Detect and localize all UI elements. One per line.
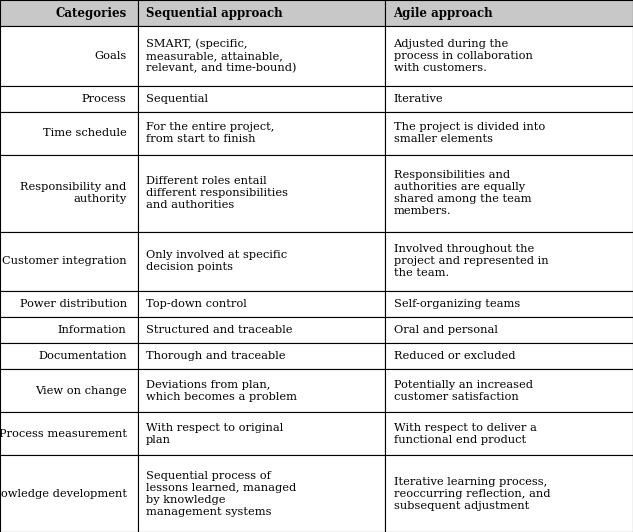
Bar bbox=[138, 412, 385, 455]
Bar bbox=[138, 292, 385, 318]
Text: Responsibilities and
authorities are equally
shared among the team
members.: Responsibilities and authorities are equ… bbox=[394, 170, 531, 216]
Text: Categories: Categories bbox=[56, 6, 127, 20]
Bar bbox=[0, 155, 138, 231]
Text: Self-organizing teams: Self-organizing teams bbox=[394, 300, 520, 309]
Bar bbox=[138, 26, 385, 86]
Bar bbox=[385, 0, 633, 26]
Bar bbox=[385, 292, 633, 318]
Bar bbox=[385, 231, 633, 292]
Text: Iterative: Iterative bbox=[394, 94, 443, 104]
Bar bbox=[385, 26, 633, 86]
Text: With respect to deliver a
functional end product: With respect to deliver a functional end… bbox=[394, 423, 536, 445]
Bar bbox=[0, 412, 138, 455]
Bar bbox=[0, 455, 138, 532]
Bar bbox=[385, 344, 633, 370]
Text: SMART, (specific,
measurable, attainable,
relevant, and time-bound): SMART, (specific, measurable, attainable… bbox=[146, 38, 296, 73]
Text: With respect to original
plan: With respect to original plan bbox=[146, 423, 284, 445]
Text: Responsibility and
authority: Responsibility and authority bbox=[20, 182, 127, 204]
Text: Goals: Goals bbox=[94, 51, 127, 61]
Text: Process: Process bbox=[82, 94, 127, 104]
Text: Customer integration: Customer integration bbox=[2, 256, 127, 267]
Text: Top-down control: Top-down control bbox=[146, 300, 247, 309]
Bar bbox=[138, 318, 385, 344]
Bar bbox=[138, 370, 385, 412]
Text: Process measurement: Process measurement bbox=[0, 429, 127, 439]
Bar bbox=[385, 412, 633, 455]
Bar bbox=[138, 231, 385, 292]
Bar bbox=[138, 86, 385, 112]
Bar bbox=[138, 344, 385, 370]
Bar bbox=[0, 292, 138, 318]
Bar bbox=[0, 112, 138, 155]
Text: The project is divided into
smaller elements: The project is divided into smaller elem… bbox=[394, 122, 545, 144]
Text: Sequential process of
lessons learned, managed
by knowledge
management systems: Sequential process of lessons learned, m… bbox=[146, 471, 296, 517]
Bar bbox=[385, 86, 633, 112]
Text: Thorough and traceable: Thorough and traceable bbox=[146, 352, 285, 361]
Text: Time schedule: Time schedule bbox=[43, 128, 127, 138]
Bar bbox=[138, 112, 385, 155]
Bar bbox=[385, 370, 633, 412]
Bar bbox=[0, 231, 138, 292]
Bar bbox=[0, 0, 138, 26]
Text: Involved throughout the
project and represented in
the team.: Involved throughout the project and repr… bbox=[394, 244, 548, 278]
Bar bbox=[385, 155, 633, 231]
Bar bbox=[385, 112, 633, 155]
Text: Sequential approach: Sequential approach bbox=[146, 6, 283, 20]
Bar bbox=[0, 318, 138, 344]
Text: Oral and personal: Oral and personal bbox=[394, 326, 498, 335]
Bar bbox=[138, 155, 385, 231]
Text: Reduced or excluded: Reduced or excluded bbox=[394, 352, 515, 361]
Text: Sequential: Sequential bbox=[146, 94, 208, 104]
Text: Power distribution: Power distribution bbox=[20, 300, 127, 309]
Text: View on change: View on change bbox=[35, 386, 127, 396]
Text: For the entire project,
from start to finish: For the entire project, from start to fi… bbox=[146, 122, 275, 144]
Text: Deviations from plan,
which becomes a problem: Deviations from plan, which becomes a pr… bbox=[146, 380, 297, 402]
Text: Iterative learning process,
reoccurring reflection, and
subsequent adjustment: Iterative learning process, reoccurring … bbox=[394, 477, 550, 511]
Text: Knowledge development: Knowledge development bbox=[0, 489, 127, 498]
Text: Different roles entail
different responsibilities
and authorities: Different roles entail different respons… bbox=[146, 176, 288, 210]
Bar bbox=[385, 318, 633, 344]
Bar bbox=[138, 455, 385, 532]
Text: Adjusted during the
process in collaboration
with customers.: Adjusted during the process in collabora… bbox=[394, 39, 532, 73]
Text: Documentation: Documentation bbox=[38, 352, 127, 361]
Bar bbox=[0, 26, 138, 86]
Text: Agile approach: Agile approach bbox=[394, 6, 493, 20]
Bar bbox=[0, 370, 138, 412]
Bar bbox=[138, 0, 385, 26]
Text: Potentially an increased
customer satisfaction: Potentially an increased customer satisf… bbox=[394, 380, 532, 402]
Text: Only involved at specific
decision points: Only involved at specific decision point… bbox=[146, 251, 287, 272]
Text: Structured and traceable: Structured and traceable bbox=[146, 326, 292, 335]
Text: Information: Information bbox=[58, 326, 127, 335]
Bar bbox=[385, 455, 633, 532]
Bar bbox=[0, 86, 138, 112]
Bar bbox=[0, 344, 138, 370]
